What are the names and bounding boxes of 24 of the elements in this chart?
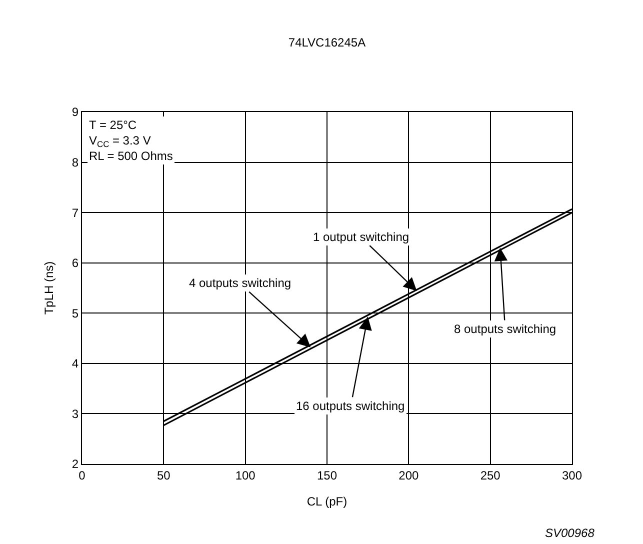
y-tick-label: 3	[72, 406, 79, 421]
x-tick-label: 100	[235, 468, 256, 482]
y-axis-title: TpLH (ns)	[42, 261, 56, 315]
x-tick-label: 200	[398, 468, 419, 482]
y-tick-label: 2	[72, 457, 79, 472]
y-tick-label: 8	[72, 155, 79, 170]
annotation: 16 outputs switching	[296, 399, 405, 413]
y-tick-label: 6	[72, 256, 79, 270]
x-tick-label: 250	[480, 468, 501, 482]
annotation: 4 outputs switching	[189, 276, 292, 290]
y-tick-label: 7	[72, 206, 79, 220]
annotation: 8 outputs switching	[454, 322, 556, 336]
y-tick-label: 4	[72, 356, 79, 371]
x-tick-label: 50	[156, 468, 171, 482]
y-tick-label: 9	[72, 105, 79, 120]
text: SV00968	[545, 526, 595, 540]
x-axis-title: CL (pF)	[306, 494, 348, 508]
x-tick-label: 300	[562, 468, 582, 482]
y-tick-label: 5	[72, 306, 79, 320]
annotation: T = 25°C V$_{CC}$ = 3.3 V RL = 500 Ohms	[89, 118, 173, 164]
x-tick-label: 150	[316, 468, 338, 482]
x-tick-label: 0	[78, 468, 86, 482]
annotation: 1 output switching	[313, 230, 410, 244]
chart-title: 74LVC16245A	[288, 35, 366, 50]
